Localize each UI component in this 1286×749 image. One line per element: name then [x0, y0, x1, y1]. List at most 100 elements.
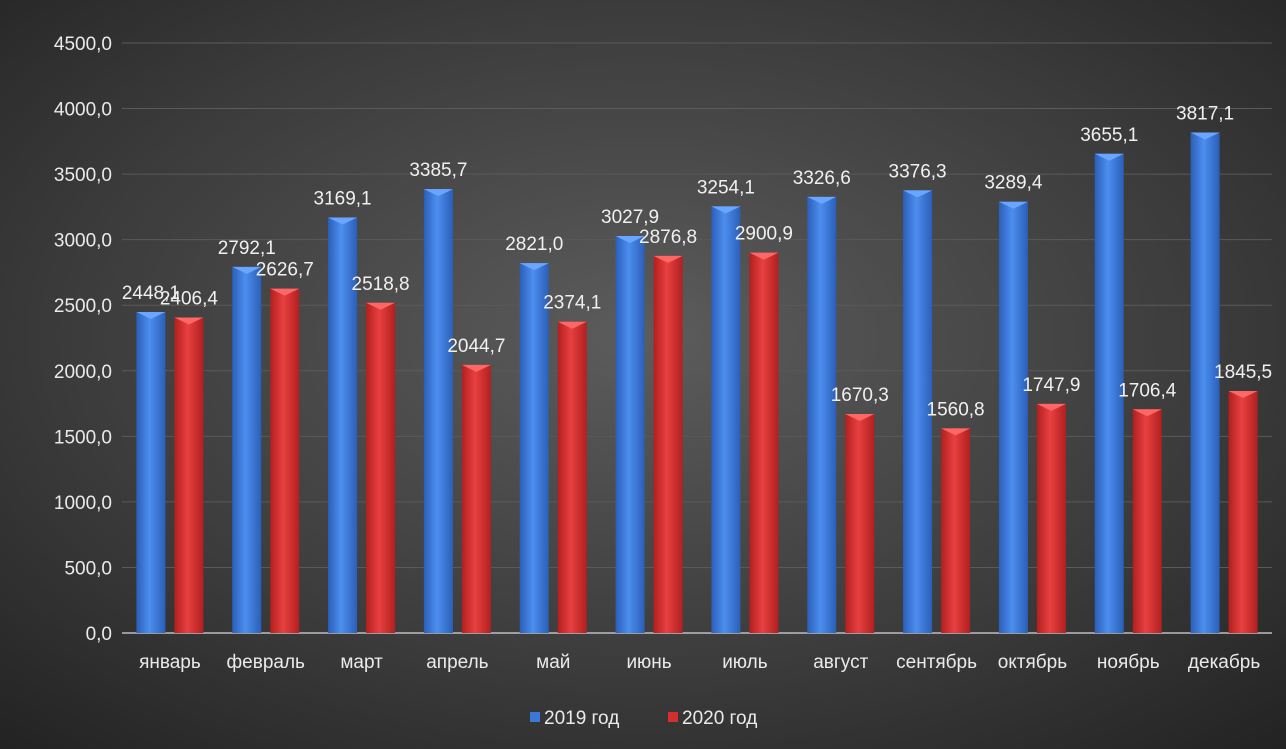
y-tick-label: 2500,0: [54, 296, 112, 317]
x-tick-label: сентябрь: [896, 652, 977, 673]
bar-cap: [615, 236, 645, 244]
data-label: 1560,8: [927, 399, 985, 420]
bar-cap: [1132, 409, 1162, 417]
data-label: 3289,4: [984, 173, 1043, 194]
bar-2020: [749, 252, 779, 633]
data-label: 2876,8: [639, 227, 697, 248]
bar-2019: [903, 190, 933, 633]
bar-cap: [366, 302, 396, 310]
bar-cap: [1190, 132, 1220, 140]
data-label: 3385,7: [409, 160, 467, 181]
legend: 2019 год 2020 год: [530, 708, 757, 729]
bars: [136, 132, 1258, 634]
data-label: 3655,1: [1080, 125, 1138, 146]
x-tick-label: июль: [722, 652, 768, 673]
x-tick-label: май: [536, 652, 570, 673]
data-label: 2518,8: [352, 274, 410, 295]
bar-cap: [903, 190, 933, 198]
data-label: 1845,5: [1214, 362, 1272, 383]
y-tick-label: 500,0: [64, 558, 112, 579]
data-label: 2448,1: [122, 283, 180, 304]
bar-cap: [941, 428, 971, 436]
bar-2020: [270, 288, 300, 633]
bar-cap: [423, 189, 453, 197]
x-tick-label: ноябрь: [1097, 652, 1160, 673]
y-tick-label: 0,0: [86, 624, 112, 645]
bar-2019: [711, 206, 741, 634]
bar-2019: [807, 196, 837, 634]
data-label: 1670,3: [831, 385, 889, 406]
data-label: 3169,1: [314, 188, 372, 209]
x-tick-label: декабрь: [1188, 652, 1260, 673]
y-tick-label: 4000,0: [54, 100, 112, 121]
bar-cap: [270, 288, 300, 296]
bar-2019: [615, 236, 645, 633]
bar-cap: [519, 263, 549, 271]
y-tick-label: 3000,0: [54, 231, 112, 252]
bar-cap: [998, 201, 1028, 209]
bar-2020: [1228, 391, 1258, 633]
bar-cap: [845, 414, 875, 422]
data-label: 2374,1: [543, 293, 601, 314]
data-label: 2900,9: [735, 224, 793, 245]
bar-cap: [461, 364, 491, 372]
bar-2019: [328, 217, 358, 633]
legend-label: 2020 год: [682, 708, 757, 729]
y-tick-label: 4500,0: [54, 34, 112, 55]
bar-cap: [174, 317, 204, 325]
bar-cap: [1036, 403, 1066, 411]
bar-2019: [232, 266, 262, 633]
bar-2020: [653, 255, 683, 633]
x-tick-label: март: [340, 652, 383, 673]
legend-swatch: [530, 712, 540, 722]
bar-cap: [557, 321, 587, 329]
x-tick-label: август: [813, 652, 868, 673]
bar-2020: [366, 302, 396, 633]
bar-2020: [941, 428, 971, 633]
bar-2019: [998, 201, 1028, 633]
data-label: 2821,0: [505, 234, 563, 255]
bar-cap: [136, 312, 166, 320]
x-axis: январь февраль март апрель май июнь июль август…: [139, 652, 1260, 673]
bar-2019: [1190, 132, 1220, 634]
legend-swatch: [668, 712, 678, 722]
bar-2019: [136, 312, 166, 633]
x-tick-label: октябрь: [998, 652, 1068, 673]
bar-cap: [653, 255, 683, 263]
y-tick-label: 3500,0: [54, 165, 112, 186]
x-tick-label: январь: [139, 652, 201, 673]
data-label: 3027,9: [601, 207, 659, 228]
x-tick-label: февраль: [227, 652, 306, 673]
y-axis: 0,0 500,0 1000,0 1500,0 2000,0 2500,0 3000,0 35…: [54, 34, 1272, 645]
bar-cap: [328, 217, 358, 225]
data-label: 1706,4: [1118, 380, 1177, 401]
bar-cap: [749, 252, 779, 260]
bar-cap: [232, 266, 262, 274]
data-label: 2792,1: [218, 238, 276, 259]
bar-2020: [557, 321, 587, 633]
bar-2020: [174, 317, 204, 633]
bar-cap: [807, 196, 837, 204]
data-label: 3326,6: [793, 168, 851, 189]
data-label: 3254,1: [697, 177, 755, 198]
bar-2020: [1132, 409, 1162, 633]
y-tick-label: 1000,0: [54, 493, 112, 514]
data-label: 1747,9: [1022, 375, 1080, 396]
bar-cap: [1094, 153, 1124, 161]
data-label: 3376,3: [889, 161, 947, 182]
y-tick-label: 1500,0: [54, 427, 112, 448]
bar-cap: [1228, 391, 1258, 399]
bar-cap: [711, 206, 741, 214]
legend-label: 2019 год: [544, 708, 619, 729]
gridlines: [122, 42, 1272, 568]
x-tick-label: июнь: [626, 652, 671, 673]
bar-2019: [1094, 153, 1124, 634]
data-label: 2044,7: [447, 336, 505, 357]
bar-2020: [845, 414, 875, 633]
bar-2019: [519, 263, 549, 633]
y-tick-label: 2000,0: [54, 362, 112, 383]
x-tick-label: апрель: [426, 652, 488, 673]
